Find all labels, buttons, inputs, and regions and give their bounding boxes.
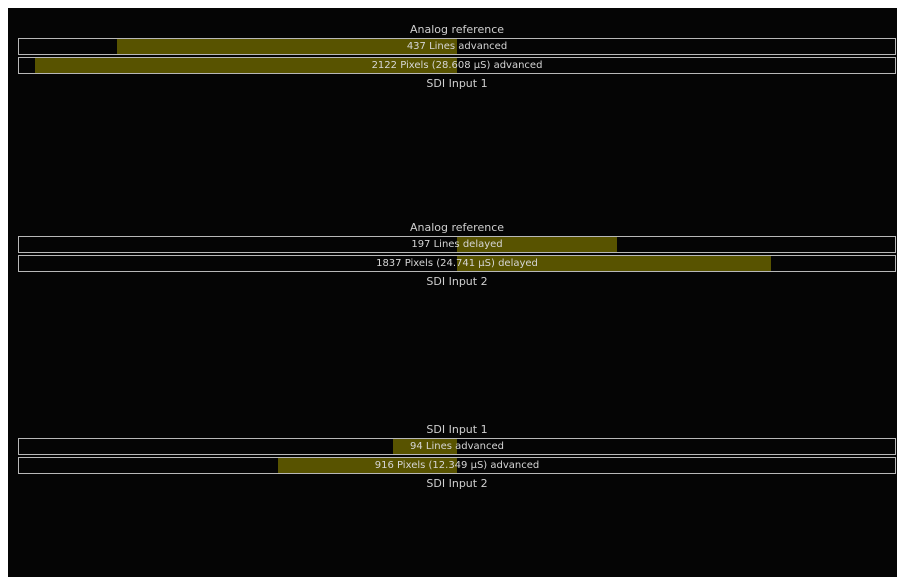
- lines-offset-bar: 94 Lines advanced: [18, 438, 896, 455]
- pixels-offset-fill: [457, 256, 771, 271]
- panel-bottom-label: SDI Input 1: [426, 77, 488, 90]
- timing-panel-1: Analog reference 437 Lines advanced 2122…: [18, 22, 896, 92]
- panel-top-label: Analog reference: [409, 221, 505, 234]
- lines-offset-bar: 197 Lines delayed: [18, 236, 896, 253]
- lines-offset-text: 197 Lines delayed: [411, 239, 503, 250]
- lines-offset-text: 437 Lines advanced: [406, 41, 508, 52]
- panel-bottom-label: SDI Input 2: [426, 275, 488, 288]
- lines-offset-fill: [457, 237, 618, 252]
- pixels-offset-fill: [34, 58, 457, 73]
- lines-offset-fill: [117, 39, 457, 54]
- pixels-offset-bar: 916 Pixels (12.349 µS) advanced: [18, 457, 896, 474]
- timing-panel-2: Analog reference 197 Lines delayed 1837 …: [18, 220, 896, 290]
- panel-bottom-label: SDI Input 2: [426, 477, 488, 490]
- lines-offset-fill: [393, 439, 457, 454]
- pixels-offset-text: 916 Pixels (12.349 µS) advanced: [374, 460, 540, 471]
- panel-top-label: SDI Input 1: [426, 423, 488, 436]
- pixels-offset-text: 1837 Pixels (24.741 µS) delayed: [376, 258, 538, 269]
- timing-panel-3: SDI Input 1 94 Lines advanced 916 Pixels…: [18, 422, 896, 492]
- timing-display: Analog reference 437 Lines advanced 2122…: [8, 8, 897, 577]
- lines-offset-bar: 437 Lines advanced: [18, 38, 896, 55]
- pixels-offset-fill: [278, 458, 457, 473]
- pixels-offset-bar: 1837 Pixels (24.741 µS) delayed: [18, 255, 896, 272]
- pixels-offset-bar: 2122 Pixels (28.608 µS) advanced: [18, 57, 896, 74]
- lines-offset-text: 94 Lines advanced: [410, 441, 504, 452]
- panel-top-label: Analog reference: [409, 23, 505, 36]
- pixels-offset-text: 2122 Pixels (28.608 µS) advanced: [371, 60, 543, 71]
